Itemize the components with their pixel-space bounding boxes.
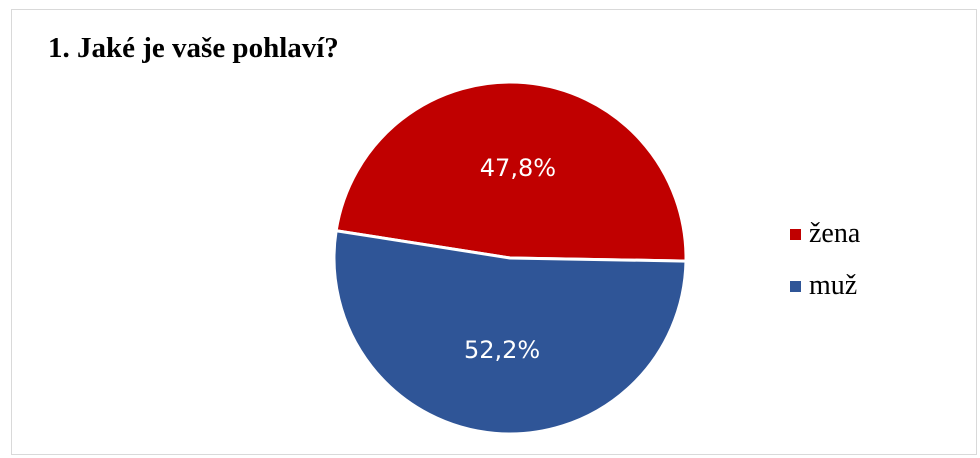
- legend-label-muz: muž: [809, 270, 858, 301]
- pie-slice-zena: [334, 80, 688, 263]
- pie-slice-muz: [332, 228, 688, 436]
- legend-label-zena: žena: [809, 218, 861, 249]
- legend: žena muž: [790, 214, 860, 318]
- legend-item-zena: žena: [790, 214, 860, 254]
- chart-title: 1. Jaké je vaše pohlaví?: [48, 32, 339, 64]
- data-label-muz: 52,2%: [464, 336, 540, 364]
- legend-swatch-muz: [790, 280, 801, 292]
- legend-item-muz: muž: [790, 266, 860, 306]
- legend-swatch-zena: [790, 228, 801, 240]
- data-label-zena: 47,8%: [480, 154, 556, 182]
